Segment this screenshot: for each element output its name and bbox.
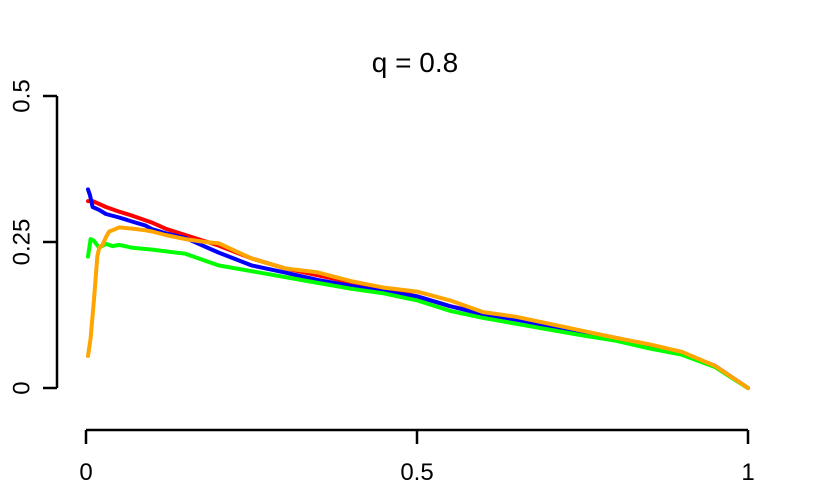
series-line-1 [86,187,750,390]
x-tick-label: 1 [741,459,754,486]
plot-area [86,187,750,390]
x-tick-label: 0.5 [400,459,433,486]
x-axis: 0 0.5 1 [79,428,755,486]
x-tick-label: 0 [79,459,92,486]
y-axis: 0 0.25 0.5 [9,79,59,395]
y-tick-label: 0.25 [9,219,36,266]
y-tick-label: 0.5 [9,79,36,112]
chart-title: q = 0.8 [372,47,458,78]
series-line-3 [86,225,750,390]
y-tick-label: 0 [9,381,36,394]
series-line-2 [86,237,750,390]
